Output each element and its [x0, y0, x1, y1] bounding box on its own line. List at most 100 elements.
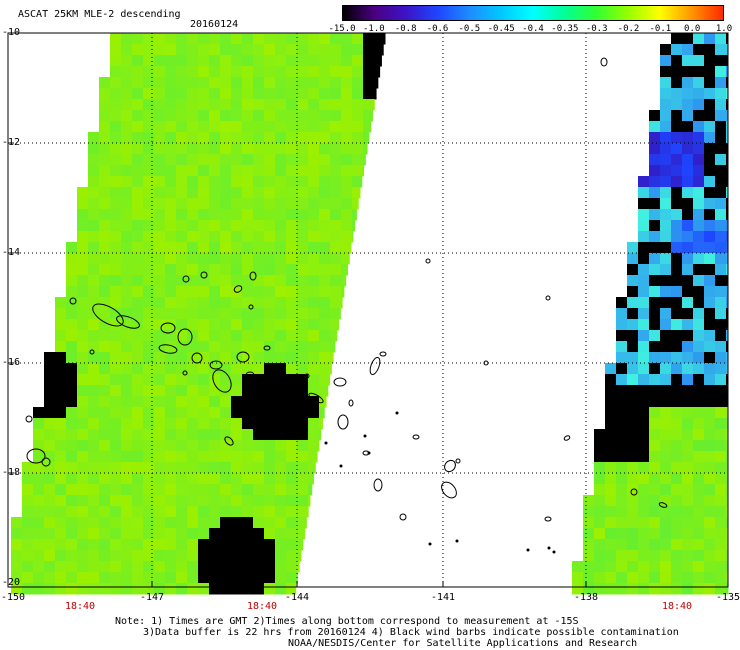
swath-cell: [77, 286, 89, 298]
island-outline: [236, 351, 250, 363]
swath-cell: [715, 209, 727, 221]
swath-cell: [165, 495, 177, 507]
swath-cell: [165, 286, 177, 298]
swath-cell: [110, 275, 122, 287]
swath-cell: [275, 55, 287, 67]
swath-cell: [121, 561, 133, 573]
swath-cell: [110, 517, 122, 529]
swath-cell: [638, 363, 650, 375]
swath-cell: [660, 308, 672, 320]
swath-cell: [154, 572, 166, 584]
swath-cell: [44, 374, 56, 386]
swath-cell: [231, 363, 243, 375]
swath-cell: [693, 495, 705, 507]
swath-cell: [198, 473, 210, 485]
swath-cell: [231, 66, 243, 78]
swath-cell: [286, 396, 298, 408]
swath-cell: [627, 374, 639, 386]
swath-cell: [638, 572, 650, 584]
swath-cell: [330, 264, 342, 276]
swath-cell: [264, 77, 276, 89]
swath-cell: [649, 528, 661, 540]
swath-cell: [638, 319, 650, 331]
swath-cell: [198, 154, 210, 166]
swath-cell: [627, 473, 639, 485]
swath-cell: [363, 88, 375, 100]
island-outline: [399, 513, 407, 521]
swath-cell: [319, 165, 331, 177]
swath-cell: [638, 341, 650, 353]
swath-cell: [132, 297, 144, 309]
swath-cell: [55, 583, 67, 595]
swath-cell: [715, 121, 727, 133]
swath-cell: [682, 253, 694, 265]
swath-cell: [165, 407, 177, 419]
swath-cell: [605, 550, 617, 562]
swath-cell: [264, 462, 276, 474]
swath-cell: [704, 121, 716, 133]
swath-cell: [264, 583, 276, 595]
swath-cell: [693, 198, 705, 210]
swath-cell: [253, 99, 265, 111]
swath-cell: [44, 484, 56, 496]
swath-cell: [121, 440, 133, 452]
swath-cell: [671, 517, 683, 529]
swath-cell: [231, 308, 243, 320]
swath-cell: [198, 517, 210, 529]
swath-cell: [121, 77, 133, 89]
swath-cell: [209, 187, 221, 199]
swath-cell: [671, 528, 683, 540]
swath-cell: [132, 462, 144, 474]
swath-cell: [121, 165, 133, 177]
swath-cell: [88, 473, 100, 485]
swath-cell: [110, 352, 122, 364]
swath-cell: [187, 209, 199, 221]
swath-cell: [297, 264, 309, 276]
swath-cell: [275, 418, 287, 430]
swath-cell: [121, 198, 133, 210]
swath-cell: [286, 330, 298, 342]
swath-cell: [605, 484, 617, 496]
swath-cell: [154, 99, 166, 111]
swath-cell: [99, 352, 111, 364]
swath-cell: [715, 253, 727, 265]
swath-cell: [44, 495, 56, 507]
swath-cell: [594, 572, 606, 584]
swath-cell: [627, 418, 639, 430]
swath-cell: [253, 583, 265, 595]
colorbar-tick-label: -0.3: [585, 24, 608, 34]
swath-cell: [11, 561, 23, 573]
swath-cell: [66, 484, 78, 496]
swath-cell: [187, 242, 199, 254]
swath-cell: [165, 198, 177, 210]
swath-cell: [143, 407, 155, 419]
swath-cell: [649, 330, 661, 342]
swath-cell: [198, 550, 210, 562]
swath-cell: [649, 418, 661, 430]
swath-cell: [286, 187, 298, 199]
swath-cell: [726, 319, 729, 331]
swath-cell: [649, 187, 661, 199]
swath-cell: [198, 220, 210, 232]
swath-cell: [187, 473, 199, 485]
swath-cell: [176, 484, 188, 496]
swath-cell: [154, 517, 166, 529]
swath-cell: [715, 517, 727, 529]
swath-cell: [187, 154, 199, 166]
swath-cell: [143, 198, 155, 210]
swath-cell: [165, 66, 177, 78]
swath-cell: [242, 363, 254, 375]
swath-cell: [154, 374, 166, 386]
swath-cell: [198, 495, 210, 507]
swath-cell: [264, 275, 276, 287]
swath-cell: [176, 99, 188, 111]
swath-cell: [341, 143, 353, 155]
swath-cell: [121, 110, 133, 122]
swath-cell: [649, 231, 661, 243]
swath-cell: [341, 33, 353, 45]
swath-cell: [286, 418, 298, 430]
swath-cell: [341, 264, 348, 276]
swath-cell: [220, 517, 232, 529]
swath-cell: [660, 286, 672, 298]
swath-cell: [374, 88, 377, 100]
